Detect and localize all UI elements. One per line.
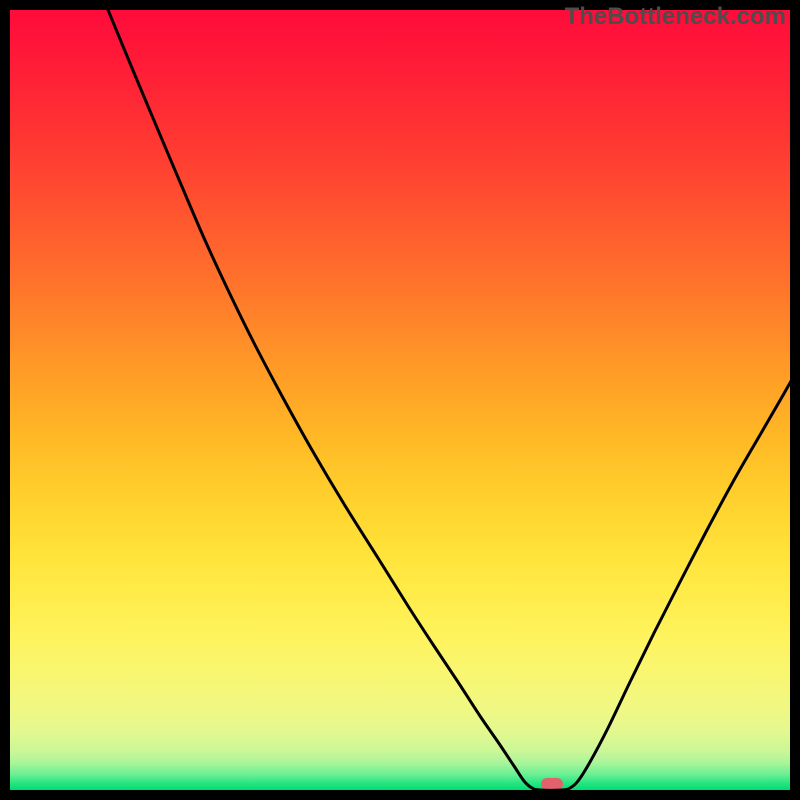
bottleneck-curve bbox=[10, 10, 790, 790]
plot-area bbox=[10, 10, 790, 790]
watermark-text: TheBottleneck.com bbox=[565, 3, 786, 31]
figure-container: TheBottleneck.com bbox=[0, 0, 800, 800]
